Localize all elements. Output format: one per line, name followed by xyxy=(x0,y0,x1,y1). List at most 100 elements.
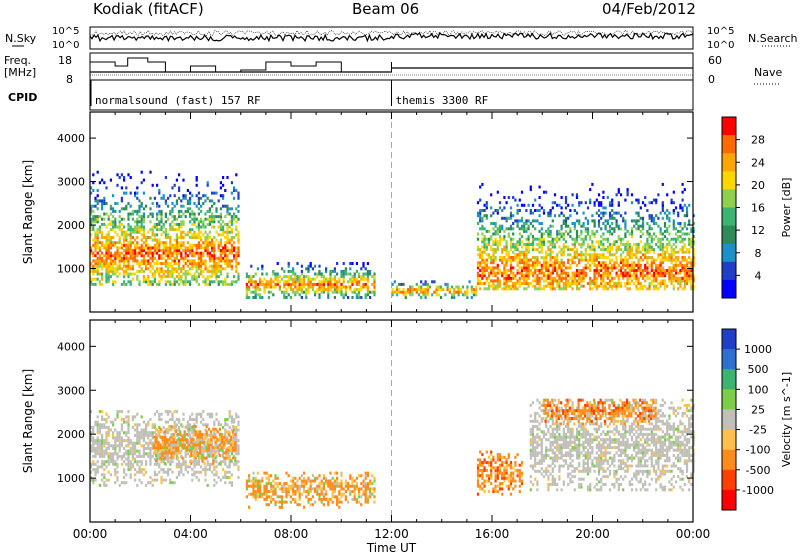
echo-cell xyxy=(226,423,229,427)
echo-cell xyxy=(160,452,163,456)
echo-cell xyxy=(670,274,673,278)
echo-cell xyxy=(98,447,101,450)
echo-cell xyxy=(219,228,222,232)
echo-cell xyxy=(681,276,684,280)
echo-cell xyxy=(479,185,482,189)
echo-cell xyxy=(503,258,506,262)
echo-cell xyxy=(444,282,447,286)
echo-cell xyxy=(586,232,590,236)
echo-cell xyxy=(683,203,686,207)
echo-cell xyxy=(200,269,203,273)
echo-cell xyxy=(94,230,97,234)
echo-cell xyxy=(92,462,95,466)
echo-cell xyxy=(663,235,667,239)
echo-cell xyxy=(591,240,594,244)
echo-cell xyxy=(595,256,598,259)
echo-cell xyxy=(589,284,592,288)
echo-cell xyxy=(355,288,358,292)
echo-cell xyxy=(151,425,154,429)
echo-cell xyxy=(129,241,132,245)
echo-cell xyxy=(373,285,376,289)
echo-cell xyxy=(196,443,199,447)
echo-cell xyxy=(608,232,612,236)
echo-cell xyxy=(129,439,132,443)
echo-cell xyxy=(624,258,627,262)
echo-cell xyxy=(92,173,95,177)
echo-cell xyxy=(325,269,328,273)
echo-cell xyxy=(617,227,620,231)
echo-cell xyxy=(668,276,671,280)
echo-cell xyxy=(101,207,104,211)
echo-cell xyxy=(327,280,330,284)
echo-cell xyxy=(674,240,678,244)
echo-cell xyxy=(213,236,216,239)
echo-cell xyxy=(153,249,156,252)
echo-cell xyxy=(485,253,488,257)
echo-cell xyxy=(637,287,640,291)
nsky-frame xyxy=(89,26,694,50)
echo-cell xyxy=(127,428,130,432)
echo-cell xyxy=(575,274,579,278)
echo-cell xyxy=(178,249,181,252)
echo-cell xyxy=(505,271,508,275)
echo-cell xyxy=(245,487,248,491)
echo-cell xyxy=(175,256,178,260)
echo-cell xyxy=(230,238,233,242)
echo-cell xyxy=(94,196,97,200)
echo-cell xyxy=(492,240,495,244)
echo-cell xyxy=(96,277,99,281)
echo-cell xyxy=(503,271,506,275)
echo-cell xyxy=(320,285,323,289)
echo-cell xyxy=(208,254,211,258)
echo-cell xyxy=(402,290,405,294)
echo-cell xyxy=(185,440,188,444)
echo-cell xyxy=(103,481,106,485)
echo-cell xyxy=(646,256,649,259)
echo-cell xyxy=(208,468,211,472)
echo-cell xyxy=(545,190,548,194)
echo-cell xyxy=(611,209,614,212)
echo-cell xyxy=(564,274,568,278)
echo-cell xyxy=(92,431,95,435)
echo-cell xyxy=(221,435,224,439)
echo-cell xyxy=(542,261,546,265)
echo-cell xyxy=(211,191,214,195)
echo-cell xyxy=(683,224,686,228)
echo-cell xyxy=(564,198,568,202)
echo-cell xyxy=(342,285,345,289)
echo-cell xyxy=(344,293,347,297)
echo-cell xyxy=(428,285,432,289)
echo-cell xyxy=(659,274,662,278)
nave-trace xyxy=(90,67,693,73)
echo-cell xyxy=(107,452,110,456)
echo-cell xyxy=(606,266,609,270)
echo-cell xyxy=(224,418,227,421)
echo-cell xyxy=(672,253,675,257)
echo-cell xyxy=(344,272,347,276)
echo-cell xyxy=(417,288,421,292)
echo-cell xyxy=(617,269,620,272)
echo-cell xyxy=(624,261,627,265)
echo-cell xyxy=(674,261,678,265)
echo-cell xyxy=(156,228,159,232)
echo-cell xyxy=(226,476,229,479)
echo-cell xyxy=(503,248,506,252)
echo-cell xyxy=(109,275,112,279)
echo-cell xyxy=(245,484,248,488)
echo-cell xyxy=(125,431,128,435)
echo-cell xyxy=(652,250,656,254)
echo-cell xyxy=(520,227,524,231)
echo-cell xyxy=(549,282,552,285)
echo-cell xyxy=(235,280,238,284)
echo-cell xyxy=(107,267,110,271)
echo-cell xyxy=(309,262,312,265)
echo-cell xyxy=(366,280,369,284)
nave-label: Nave xyxy=(754,66,782,79)
echo-cell xyxy=(118,264,121,268)
echo-cell xyxy=(158,269,161,273)
echo-cell xyxy=(538,203,541,207)
echo-cell xyxy=(191,468,194,472)
echo-cell xyxy=(107,264,110,268)
echo-cell xyxy=(151,447,154,450)
echo-cell xyxy=(485,263,488,267)
